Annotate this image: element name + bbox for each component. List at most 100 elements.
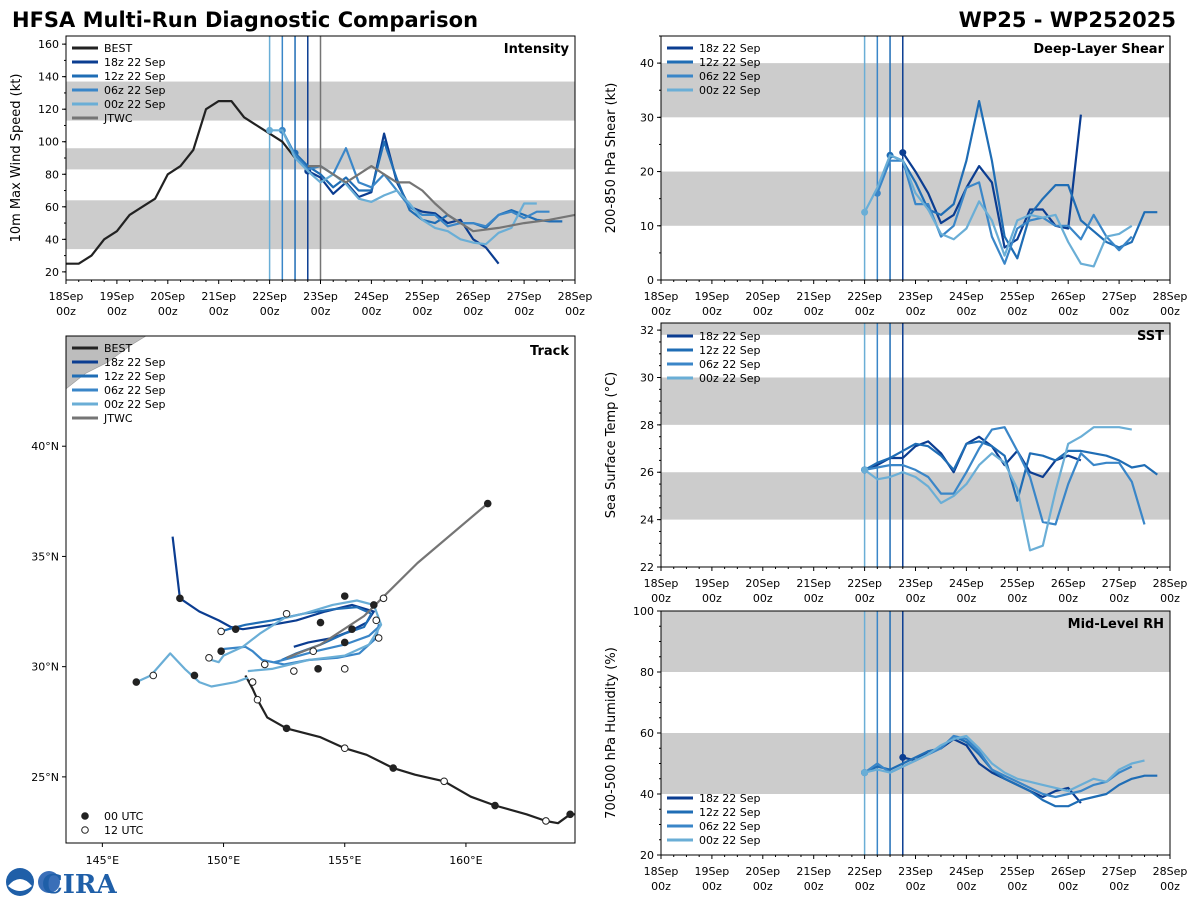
x-tick-label-day: 27Sep <box>1102 865 1137 878</box>
y-tick-label: 28 <box>640 419 654 432</box>
y-tick-label: 32 <box>640 324 654 337</box>
x-tick-label-hour: 00z <box>565 305 585 318</box>
legend-label: 12z 22 Sep <box>104 370 166 383</box>
track-line-00z-22-sep-west <box>135 652 249 688</box>
marker-legend-swatch <box>81 826 89 834</box>
x-tick-label: 155°E <box>328 854 361 867</box>
y-tick-label: 60 <box>45 201 59 214</box>
legend-label: 18z 22 Sep <box>699 42 761 55</box>
x-tick-label-hour: 00z <box>702 305 722 318</box>
y-tick-label: 40°N <box>31 440 59 453</box>
x-tick-label-day: 23Sep <box>898 865 933 878</box>
legend-label: 06z 22 Sep <box>699 358 761 371</box>
x-tick-label-hour: 00z <box>1058 592 1078 605</box>
marker-00utc <box>217 647 225 656</box>
x-tick-label-hour: 00z <box>1109 592 1129 605</box>
legend-label: 06z 22 Sep <box>699 820 761 833</box>
x-tick-label-hour: 00z <box>753 305 773 318</box>
x-tick-label-day: 26Sep <box>456 290 491 303</box>
marker-00utc <box>340 638 349 647</box>
panel-title: Mid-Level RH <box>1068 617 1164 632</box>
marker-00utc <box>314 665 322 673</box>
legend-label: BEST <box>104 42 132 55</box>
panel-title: Deep-Layer Shear <box>1033 42 1164 57</box>
track-panel: 145°E 150°E 155°E 160°E 25°N 30°N 35°N 40°N Trac… <box>31 335 576 867</box>
legend-label: 18z 22 Sep <box>699 330 761 343</box>
cira-logo: CIRA <box>6 868 117 900</box>
x-tick-label-hour: 00z <box>158 305 178 318</box>
marker-12utc <box>260 660 269 669</box>
y-tick-label: 24 <box>640 514 654 527</box>
x-tick-label-day: 23Sep <box>898 290 933 303</box>
x-tick-label-day: 28Sep <box>1153 290 1188 303</box>
rh-panel: 20 40 60 80 100 18Sep 00z 19Sep 00z 20Sep 00z 21Sep… <box>604 605 1187 893</box>
x-tick-label-day: 22Sep <box>847 290 882 303</box>
x-tick-label-day: 21Sep <box>796 577 831 590</box>
y-tick-label: 10 <box>640 220 654 233</box>
band-2 <box>661 323 1170 335</box>
y-tick-label: 100 <box>633 605 654 618</box>
x-tick-label-hour: 00z <box>56 305 76 318</box>
y-tick-label: 25°N <box>31 771 59 784</box>
x-tick-label-day: 19Sep <box>695 577 730 590</box>
series-start-point <box>266 126 274 134</box>
panel-title: Intensity <box>504 42 570 57</box>
x-tick-label-day: 26Sep <box>1051 290 1086 303</box>
figure-title: HFSA Multi-Run Diagnostic Comparison <box>12 8 478 32</box>
marker-12utc <box>440 777 448 786</box>
legend-label: JTWC <box>103 112 133 125</box>
x-tick-label-hour: 00z <box>209 305 229 318</box>
track-line-00z-22-sep <box>211 599 383 673</box>
y-tick-label: 30 <box>640 111 654 124</box>
legend-label: 18z 22 Sep <box>104 56 166 69</box>
y-tick-label: 20 <box>640 849 654 862</box>
marker-12utc <box>374 634 383 642</box>
x-tick-label-hour: 00z <box>1007 880 1027 893</box>
marker-12utc <box>282 609 291 618</box>
x-tick-label-day: 24Sep <box>949 577 984 590</box>
x-tick-label-hour: 00z <box>1007 592 1027 605</box>
x-tick-label-day: 18Sep <box>644 290 679 303</box>
legend-label: 12z 22 Sep <box>699 806 761 819</box>
series-start-point <box>861 466 869 474</box>
series-start-point <box>899 753 907 761</box>
marker-12utc <box>542 817 550 825</box>
marker-12utc <box>340 744 349 753</box>
x-tick-label-hour: 00z <box>412 305 432 318</box>
x-tick-label-day: 27Sep <box>1102 577 1137 590</box>
legend-label: 18z 22 Sep <box>699 792 761 805</box>
legend-label: 18z 22 Sep <box>104 356 166 369</box>
marker-00utc <box>566 810 574 819</box>
x-tick-label-day: 27Sep <box>507 290 542 303</box>
marker-legend-swatch <box>81 812 89 820</box>
series-group <box>66 100 575 265</box>
x-tick-label-hour: 00z <box>1160 880 1180 893</box>
y-tick-label: 40 <box>640 57 654 70</box>
x-tick-label-day: 24Sep <box>354 290 389 303</box>
y-tick-label: 100 <box>38 136 59 149</box>
legend-label: 00z 22 Sep <box>104 398 166 411</box>
x-tick-label-hour: 00z <box>855 592 875 605</box>
x-tick-label-day: 18Sep <box>49 290 84 303</box>
marker-00utc <box>132 678 141 686</box>
panel-title: SST <box>1137 329 1164 344</box>
y-axis-label: 200-850 hPa Shear (kt) <box>604 83 619 234</box>
marker-00utc <box>491 801 499 810</box>
x-tick-label-hour: 00z <box>804 305 824 318</box>
x-tick-label-hour: 00z <box>906 880 926 893</box>
axes-frame <box>65 335 576 844</box>
legend-label: 12z 22 Sep <box>699 344 761 357</box>
x-tick-label-day: 25Sep <box>405 290 440 303</box>
y-tick-label: 0 <box>647 274 654 287</box>
y-tick-label: 40 <box>45 233 59 246</box>
series-line-06z-22-sep <box>864 426 1146 526</box>
legend-label: 12z 22 Sep <box>699 56 761 69</box>
legend-label: 06z 22 Sep <box>699 70 761 83</box>
x-tick-label-hour: 00z <box>855 305 875 318</box>
track-series <box>132 499 575 825</box>
x-tick-label-day: 28Sep <box>1153 577 1188 590</box>
series-group <box>861 100 1158 268</box>
x-tick-label-day: 23Sep <box>303 290 338 303</box>
x-tick-label-day: 19Sep <box>695 290 730 303</box>
x-tick-label-hour: 00z <box>311 305 331 318</box>
